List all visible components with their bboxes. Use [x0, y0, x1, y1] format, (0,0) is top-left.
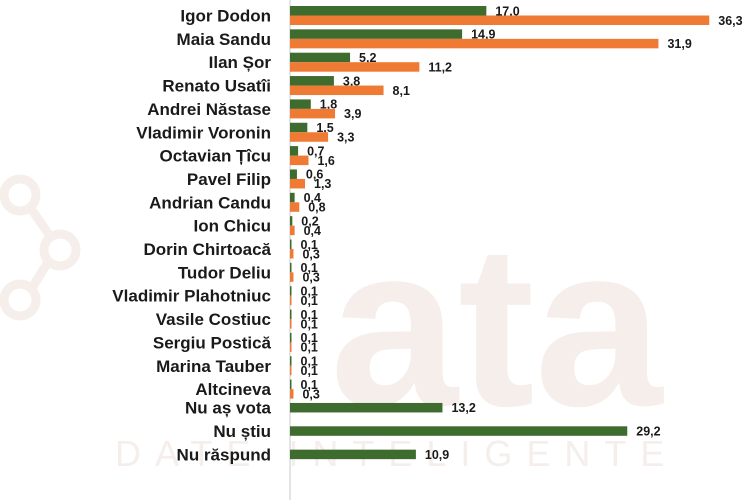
- bar-green: [290, 262, 292, 273]
- category-label: Andrei Năstase: [147, 100, 271, 119]
- data-label: 0,1: [301, 378, 318, 392]
- data-label: 1,6: [317, 154, 334, 168]
- category-label: Nu știu: [213, 422, 271, 441]
- bar-orange: [290, 15, 710, 25]
- bar-green: [290, 379, 292, 390]
- data-label: 1,3: [314, 177, 331, 191]
- bar-green: [290, 76, 334, 86]
- bar-green: [290, 449, 416, 460]
- data-label: 11,2: [428, 60, 452, 74]
- bar-orange: [290, 178, 306, 189]
- bar-green: [290, 6, 487, 16]
- data-label: 0,7: [307, 144, 324, 158]
- data-label: 0,4: [304, 224, 321, 238]
- data-label: 31,9: [667, 37, 691, 51]
- category-label: Vladimir Voronin: [136, 123, 271, 142]
- bar-green: [290, 169, 297, 179]
- data-label: 17,0: [495, 4, 519, 18]
- category-label: Tudor Deliu: [178, 263, 271, 282]
- bar-orange: [290, 249, 294, 259]
- data-label: 0,6: [306, 168, 323, 182]
- bars-group: Igor Dodon 17,0 36,3 Maia Sandu 14,9 31,9 Ilan…: [112, 4, 742, 464]
- data-label: 1,8: [320, 98, 337, 112]
- category-label: Nu răspund: [177, 445, 271, 464]
- bar-orange: [290, 155, 309, 166]
- data-label: 0,3: [302, 271, 319, 285]
- bar-orange: [290, 85, 384, 96]
- category-label: Ion Chicu: [194, 217, 271, 236]
- bar-green: [290, 332, 292, 343]
- data-label: 8,1: [393, 84, 410, 98]
- data-label: 3,9: [344, 107, 361, 121]
- data-label: 5,2: [359, 51, 376, 65]
- data-label: 0,1: [301, 331, 318, 345]
- data-label: 0,8: [308, 201, 325, 215]
- category-label: Pavel Filip: [187, 170, 271, 189]
- data-label: 0,1: [301, 284, 318, 298]
- data-label: 14,9: [471, 28, 495, 42]
- category-label: Vladimir Plahotniuc: [112, 287, 271, 306]
- category-label: Sergiu Postică: [153, 333, 272, 352]
- bar-orange: [290, 342, 292, 352]
- category-label: Altcineva: [195, 380, 271, 399]
- category-label: Igor Dodon: [180, 7, 271, 26]
- bar-green: [290, 192, 295, 203]
- bar-green: [290, 99, 311, 109]
- data-label: 0,4: [304, 191, 321, 205]
- bar-orange: [290, 225, 295, 236]
- data-label: 0,1: [301, 341, 318, 355]
- data-label: 0,1: [301, 317, 318, 331]
- data-label: 0,1: [301, 294, 318, 308]
- category-label: Andrian Candu: [149, 193, 271, 212]
- data-label: 0,1: [301, 364, 318, 378]
- bar-green: [290, 29, 463, 39]
- data-label: 3,8: [343, 74, 360, 88]
- data-label: 3,3: [337, 131, 354, 145]
- data-label: 29,2: [636, 425, 660, 439]
- bar-green: [290, 52, 351, 63]
- data-label: 13,2: [451, 401, 475, 415]
- category-label: Ilan Șor: [209, 53, 272, 72]
- category-label: Dorin Chirtoacă: [143, 240, 271, 259]
- data-label: 0,1: [301, 355, 318, 369]
- data-label: 0,3: [302, 387, 319, 401]
- data-label: 0,1: [301, 238, 318, 252]
- bar-green: [290, 426, 628, 436]
- category-label: Maia Sandu: [177, 30, 271, 49]
- data-label: 0,2: [301, 214, 318, 228]
- category-label: Octavian Țîcu: [160, 147, 271, 166]
- bar-green: [290, 309, 292, 320]
- bar-orange: [290, 319, 292, 329]
- bar-orange: [290, 389, 294, 399]
- bar-green: [290, 239, 292, 249]
- bar-green: [290, 356, 292, 366]
- bar-green: [290, 146, 299, 156]
- data-label: 0,3: [302, 247, 319, 261]
- category-label: Nu aș vota: [185, 399, 272, 418]
- data-label: 10,9: [425, 448, 449, 462]
- bar-orange: [290, 38, 659, 49]
- bar-orange: [290, 295, 292, 306]
- bar-orange: [290, 62, 420, 72]
- data-label: 0,1: [301, 308, 318, 322]
- category-label: Marina Tauber: [156, 357, 271, 376]
- bar-green: [290, 122, 308, 133]
- data-label: 36,3: [718, 14, 742, 28]
- bar-orange: [290, 202, 300, 212]
- bar-green: [290, 286, 292, 296]
- category-label: Vasile Costiuc: [156, 310, 271, 329]
- bar-orange: [290, 108, 336, 119]
- category-label: Renato Usatîi: [162, 77, 271, 96]
- data-label: 0,1: [301, 261, 318, 275]
- bar-orange: [290, 365, 292, 376]
- data-label: 1,5: [316, 121, 333, 135]
- bar-green: [290, 216, 293, 226]
- bar-orange: [290, 132, 329, 142]
- bar-green: [290, 402, 443, 413]
- bar-orange: [290, 272, 294, 282]
